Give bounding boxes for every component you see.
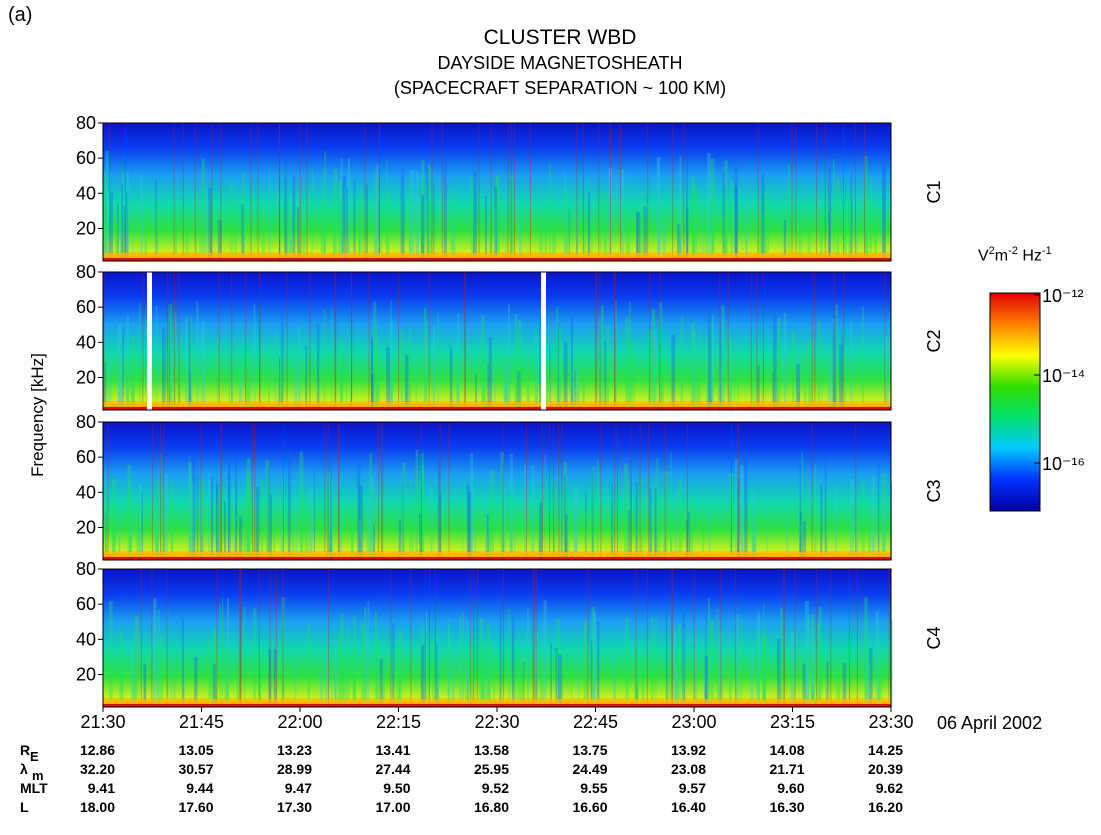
ephemeris-value: 12.86 xyxy=(80,742,115,758)
chart-subtitle-1: DAYSIDE MAGNETOSHEATH xyxy=(437,53,683,73)
ephemeris-value: 21.71 xyxy=(769,761,804,777)
y-tick-label: 80 xyxy=(76,262,96,282)
y-tick-label: 20 xyxy=(76,517,96,537)
ephemeris-value: 24.49 xyxy=(572,761,607,777)
spectrogram-panel-c4: 20 40 60 80 C4 xyxy=(76,559,944,708)
ephemeris-value: 28.99 xyxy=(277,761,312,777)
panel-label-c2: C2 xyxy=(924,329,944,352)
ephemeris-value: 9.41 xyxy=(88,780,115,796)
ephemeris-value: 13.92 xyxy=(671,742,706,758)
x-tick-label: 23:00 xyxy=(671,712,716,732)
colorbar-unit-label: V2m-2 Hz-1 xyxy=(978,245,1052,265)
ephemeris-value: 14.25 xyxy=(868,742,903,758)
ephemeris-value: 13.58 xyxy=(474,742,509,758)
ephemeris-value: 16.80 xyxy=(474,799,509,815)
colorbar: 10⁻¹² 10⁻¹⁴ 10⁻¹⁶ xyxy=(989,286,1085,512)
y-tick-label: 80 xyxy=(76,113,96,133)
y-axis-label: Frequency [kHz] xyxy=(28,353,47,477)
ephemeris-value: 9.55 xyxy=(580,780,607,796)
y-tick-label: 20 xyxy=(76,664,96,684)
y-tick-label: 60 xyxy=(76,148,96,168)
colorbar-tick-label: 10⁻¹⁶ xyxy=(1042,454,1085,474)
ephemeris-value: 17.60 xyxy=(178,799,213,815)
ephemeris-value: 17.30 xyxy=(277,799,312,815)
ephemeris-row-label: L xyxy=(20,799,29,815)
ephemeris-row-label: λ xyxy=(20,761,28,777)
spectrogram-panel-c1: 20 40 60 80 C1 xyxy=(76,113,944,262)
y-tick-label: 60 xyxy=(76,594,96,614)
y-tick-label: 40 xyxy=(76,482,96,502)
panel-label-c1: C1 xyxy=(924,180,944,203)
ephemeris-value: 9.47 xyxy=(285,780,312,796)
y-tick-label: 60 xyxy=(76,297,96,317)
y-tick-label: 40 xyxy=(76,629,96,649)
data-gap xyxy=(147,272,152,410)
data-gap xyxy=(541,272,546,410)
colorbar-tick-label: 10⁻¹⁴ xyxy=(1042,366,1085,386)
ephemeris-value: 17.00 xyxy=(375,799,410,815)
ephemeris-value: 13.41 xyxy=(375,742,410,758)
x-tick-label: 22:30 xyxy=(474,712,519,732)
ephemeris-value: 23.08 xyxy=(671,761,706,777)
ephemeris-value: 30.57 xyxy=(178,761,213,777)
x-tick-label: 21:30 xyxy=(80,712,125,732)
ephemeris-value: 13.23 xyxy=(277,742,312,758)
ephemeris-value: 16.20 xyxy=(868,799,903,815)
figure-label: (a) xyxy=(8,4,33,26)
y-tick-label: 80 xyxy=(76,559,96,579)
ephemeris-value: 20.39 xyxy=(868,761,903,777)
y-tick-label: 40 xyxy=(76,183,96,203)
ephemeris-value: 16.60 xyxy=(572,799,607,815)
ephemeris-value: 16.40 xyxy=(671,799,706,815)
ephemeris-value: 27.44 xyxy=(375,761,410,777)
colorbar-tick-label: 10⁻¹² xyxy=(1042,286,1084,306)
x-tick-label: 22:15 xyxy=(376,712,421,732)
ephemeris-value: 9.60 xyxy=(777,780,804,796)
ephemeris-value: 14.08 xyxy=(769,742,804,758)
panel-label-c4: C4 xyxy=(924,626,944,649)
ephemeris-row-subscript: E xyxy=(30,749,39,764)
chart-title: CLUSTER WBD xyxy=(483,26,637,49)
y-tick-label: 20 xyxy=(76,218,96,238)
x-tick-label: 22:00 xyxy=(277,712,322,732)
spectrogram-panel-c3: 20 40 60 80 C3 xyxy=(76,412,944,561)
y-tick-label: 20 xyxy=(76,367,96,387)
y-tick-label: 40 xyxy=(76,332,96,352)
ephemeris-row-label: R xyxy=(20,742,30,758)
x-tick-label: 23:15 xyxy=(770,712,815,732)
ephemeris-value: 13.75 xyxy=(572,742,607,758)
ephemeris-value: 25.95 xyxy=(474,761,509,777)
ephemeris-value: 32.20 xyxy=(80,761,115,777)
ephemeris-value: 9.52 xyxy=(482,780,509,796)
panel-label-c3: C3 xyxy=(924,479,944,502)
x-tick-label: 22:45 xyxy=(573,712,618,732)
y-tick-label: 80 xyxy=(76,412,96,432)
ephemeris-value: 9.44 xyxy=(186,780,213,796)
x-tick-label: 21:45 xyxy=(179,712,224,732)
ephemeris-row-label: MLT xyxy=(20,780,48,796)
ephemeris-value: 18.00 xyxy=(80,799,115,815)
y-tick-label: 60 xyxy=(76,447,96,467)
ephemeris-value: 16.30 xyxy=(769,799,804,815)
chart-subtitle-2: (SPACECRAFT SEPARATION ~ 100 KM) xyxy=(393,78,727,98)
ephemeris-value: 9.62 xyxy=(876,780,903,796)
spectrogram-panel-c2: 20 40 60 80 C2 xyxy=(76,262,944,411)
ephemeris-value: 13.05 xyxy=(178,742,213,758)
ephemeris-row-subscript: m xyxy=(32,768,44,783)
ephemeris-value: 9.50 xyxy=(383,780,410,796)
date-label: 06 April 2002 xyxy=(937,713,1043,733)
ephemeris-value: 9.57 xyxy=(679,780,706,796)
x-tick-label: 23:30 xyxy=(868,712,913,732)
